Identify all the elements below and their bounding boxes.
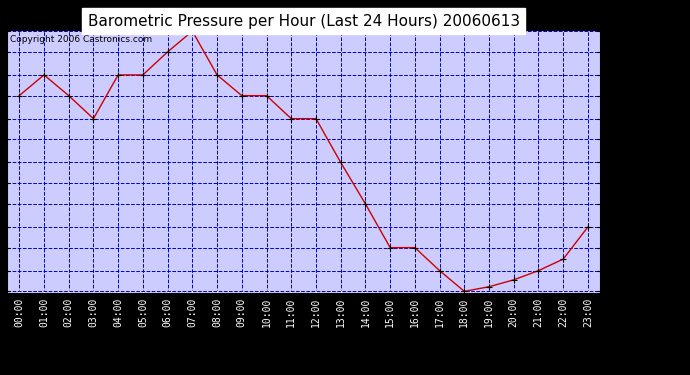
Text: Copyright 2006 Castronics.com: Copyright 2006 Castronics.com — [10, 35, 152, 44]
Title: Barometric Pressure per Hour (Last 24 Hours) 20060613: Barometric Pressure per Hour (Last 24 Ho… — [88, 14, 520, 29]
